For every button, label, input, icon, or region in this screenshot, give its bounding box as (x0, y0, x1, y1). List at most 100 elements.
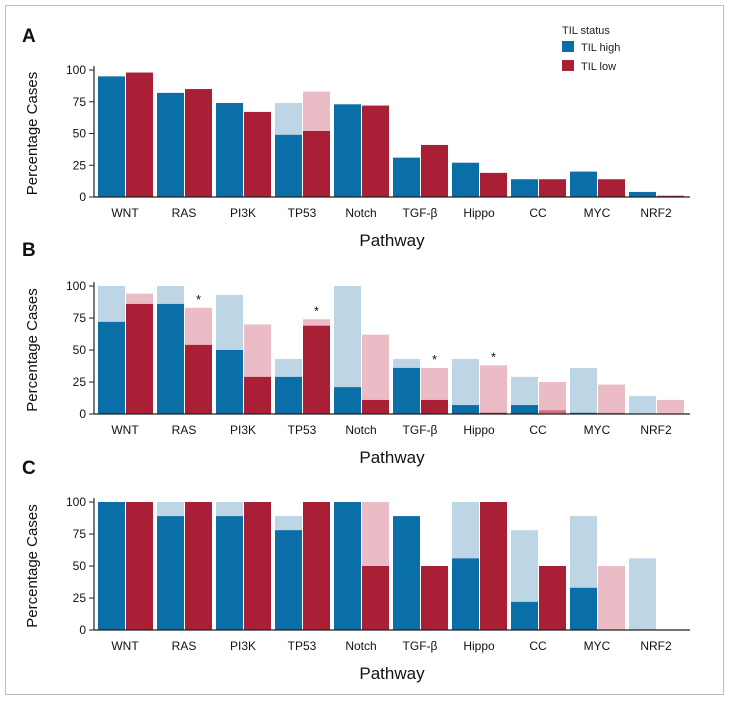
bar-total-til-high (452, 358, 479, 406)
bar-til-low (185, 502, 212, 630)
bar-total-til-high (98, 286, 125, 322)
bar-til-high (511, 179, 538, 197)
y-tick-label: 25 (73, 591, 87, 605)
bar-til-high (452, 558, 479, 630)
x-tick-label: MYC (584, 639, 611, 653)
x-tick-label: RAS (172, 206, 197, 220)
bar-total-til-high (393, 358, 420, 368)
y-tick-label: 75 (73, 95, 87, 109)
legend-swatch-til-low (562, 60, 574, 71)
bar-til-low (185, 89, 212, 197)
panel-b: B Percentage Cases WNT RAS PI3K TP53 Notch TGF-… (22, 240, 690, 467)
bar-total-til-low (539, 382, 566, 411)
panel-label: B (22, 240, 36, 261)
x-tick-label: TP53 (288, 639, 317, 653)
bar-til-low (539, 410, 566, 414)
significance-marker: * (432, 352, 437, 367)
bar-til-high (393, 157, 420, 197)
bar-til-high (275, 530, 302, 630)
bar-til-high (98, 76, 125, 197)
y-tick-label: 75 (73, 527, 87, 541)
panel-label: C (22, 458, 36, 479)
bar-total-til-low (598, 566, 625, 630)
bar-til-high (275, 376, 302, 414)
x-tick-label: CC (529, 639, 547, 653)
bar-til-low (303, 502, 330, 630)
bar-til-high (275, 134, 302, 197)
x-tick-label: NRF2 (640, 423, 672, 437)
legend-label-til-high: TIL high (581, 42, 620, 54)
bar-total-til-high (275, 103, 302, 135)
bar-til-high (216, 103, 243, 197)
x-tick-label: Notch (345, 206, 376, 220)
bar-total-til-low (303, 319, 330, 326)
y-axis-label: Percentage Cases (24, 72, 41, 195)
bar-til-high (629, 191, 656, 197)
y-axis-label: Percentage Cases (24, 504, 41, 627)
bar-til-low (244, 376, 271, 414)
x-axis-label: Pathway (359, 231, 425, 250)
bar-til-low (362, 105, 389, 197)
bar-til-low (244, 502, 271, 630)
bar-til-low (539, 179, 566, 197)
bar-til-low (421, 566, 448, 630)
bar-til-high (570, 587, 597, 630)
x-tick-label: Hippo (463, 639, 495, 653)
y-tick-label: 100 (66, 63, 86, 77)
panel-c: C Percentage Cases WNT RAS PI3K TP53 Notch TGF-… (22, 458, 690, 683)
x-axis-label: Pathway (359, 664, 425, 683)
bar-til-high (334, 387, 361, 414)
bar-til-low (126, 303, 153, 414)
bar-total-til-high (511, 376, 538, 406)
bar-til-low (303, 130, 330, 197)
bar-til-high (570, 171, 597, 197)
y-axis-label: Percentage Cases (24, 288, 41, 411)
bar-total-til-high (275, 516, 302, 531)
x-tick-label: NRF2 (640, 206, 672, 220)
panel-a: A Percentage Cases WNT RAS PI3K TP53 Notch TGF-… (22, 26, 690, 250)
bar-total-til-high (216, 294, 243, 350)
bar-total-til-low (362, 334, 389, 400)
bar-total-til-low (244, 324, 271, 377)
y-tick-label: 50 (73, 343, 87, 357)
bar-til-high (157, 303, 184, 414)
x-tick-label: RAS (172, 639, 197, 653)
x-tick-label: PI3K (230, 639, 256, 653)
y-tick-label: 0 (79, 623, 86, 637)
bar-til-high (452, 405, 479, 414)
y-tick-label: 25 (73, 158, 87, 172)
x-tick-label: WNT (111, 206, 139, 220)
panel-label: A (22, 26, 36, 47)
y-tick-label: 50 (73, 127, 87, 141)
bar-total-til-high (452, 502, 479, 559)
bar-til-high (511, 601, 538, 630)
x-tick-label: NRF2 (640, 639, 672, 653)
x-tick-label: WNT (111, 639, 139, 653)
x-tick-label: WNT (111, 423, 139, 437)
bar-til-low (421, 399, 448, 414)
bar-til-high (511, 405, 538, 414)
bar-total-til-low (480, 365, 507, 413)
bar-total-til-low (303, 91, 330, 131)
x-tick-label: MYC (584, 423, 611, 437)
bar-total-til-low (598, 384, 625, 413)
bar-til-low (480, 502, 507, 630)
panels: A Percentage Cases WNT RAS PI3K TP53 Notch TGF-… (22, 26, 690, 683)
bar-total-til-low (185, 307, 212, 345)
bar-til-low (421, 144, 448, 197)
y-tick-label: 50 (73, 559, 87, 573)
bar-til-low (244, 111, 271, 197)
x-tick-label: RAS (172, 423, 197, 437)
y-tick-label: 25 (73, 375, 87, 389)
bar-total-til-high (157, 502, 184, 517)
x-tick-label: Hippo (463, 206, 495, 220)
y-tick-label: 100 (66, 279, 86, 293)
significance-marker: * (491, 349, 496, 364)
x-tick-label: TGF-β (403, 423, 438, 437)
bar-til-low (362, 399, 389, 414)
bar-til-high (216, 350, 243, 414)
x-tick-label: Hippo (463, 423, 495, 437)
y-tick-label: 100 (66, 495, 86, 509)
x-tick-label: TGF-β (403, 206, 438, 220)
bar-total-til-high (157, 286, 184, 304)
